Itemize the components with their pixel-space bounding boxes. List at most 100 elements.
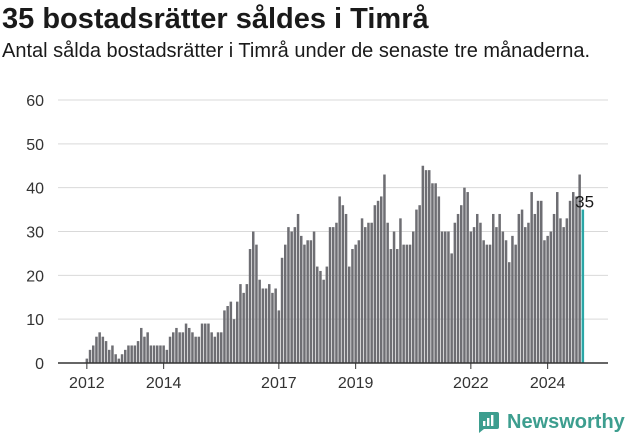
bar (280, 257, 284, 363)
bar (258, 279, 261, 363)
bar (568, 200, 572, 363)
bar (229, 301, 233, 363)
bar (239, 284, 242, 363)
bar (127, 345, 130, 363)
bar (485, 244, 489, 363)
bar (191, 332, 194, 363)
bar (341, 205, 345, 363)
bar (383, 174, 386, 363)
brand-name: Newsworthy (507, 410, 625, 433)
bar (316, 266, 319, 363)
highlighted-bar (581, 209, 585, 363)
bar (242, 292, 245, 363)
bar (300, 235, 303, 363)
bar (572, 192, 575, 363)
bar (514, 244, 517, 363)
bar (156, 345, 159, 363)
bar (556, 192, 559, 363)
bar (549, 231, 553, 363)
bar (111, 345, 114, 363)
bar (149, 345, 153, 363)
bar (405, 244, 409, 363)
bar (181, 332, 185, 363)
bar (92, 345, 95, 363)
bar (501, 231, 505, 363)
bar (428, 170, 431, 363)
bar (271, 292, 274, 363)
bar (95, 336, 98, 363)
bar (108, 349, 111, 363)
bar (460, 205, 463, 363)
bar (277, 310, 281, 363)
bar (399, 218, 402, 363)
bar (204, 323, 207, 363)
bar (268, 284, 271, 363)
bar (152, 345, 156, 363)
bar (402, 244, 405, 363)
bar (165, 349, 169, 363)
bar (479, 222, 482, 363)
bar (360, 218, 364, 363)
bar (463, 187, 466, 363)
bar (488, 244, 492, 363)
bar (527, 222, 530, 363)
bar (287, 227, 290, 363)
bar (440, 231, 444, 363)
bar (194, 336, 197, 363)
bar (197, 336, 201, 363)
bar (578, 174, 581, 363)
y-tick-label: 50 (26, 137, 44, 154)
bar (354, 244, 357, 363)
bar (325, 266, 329, 363)
x-tick-label: 2019 (338, 375, 374, 392)
y-tick-label: 40 (26, 181, 44, 198)
bar (565, 218, 569, 363)
bar (159, 345, 162, 363)
bar (124, 349, 127, 363)
bar (348, 266, 351, 363)
bar (303, 244, 306, 363)
bar (319, 270, 322, 363)
bar (370, 222, 373, 363)
bar (559, 218, 562, 363)
bar (437, 196, 441, 363)
bar (328, 227, 332, 363)
bar (344, 213, 348, 363)
bar (472, 227, 476, 363)
bar (284, 244, 287, 363)
bar (175, 327, 178, 363)
bar (274, 288, 277, 363)
y-tick-label: 10 (26, 312, 44, 329)
bar (421, 165, 425, 363)
bar (495, 227, 498, 363)
bar (133, 345, 137, 363)
bar (136, 341, 140, 363)
bar (200, 323, 204, 363)
bar (213, 336, 217, 363)
bar (364, 227, 367, 363)
bar (172, 332, 175, 363)
bar (469, 231, 473, 363)
bar (130, 345, 133, 363)
bar (220, 332, 223, 363)
bar (415, 209, 418, 363)
bar (338, 196, 341, 363)
y-tick-label: 60 (26, 93, 44, 110)
brand-logo[interactable]: Newsworthy (476, 408, 625, 436)
bar (562, 227, 565, 363)
bar (511, 235, 514, 363)
bar (88, 349, 92, 363)
bar (104, 341, 108, 363)
chart-title: 35 bostadsrätter såldes i Timrå (2, 3, 429, 35)
highlight-value-label: 35 (575, 193, 594, 212)
x-tick-label: 2024 (530, 375, 566, 392)
bar (536, 200, 540, 363)
bar (530, 192, 533, 363)
bar (223, 310, 226, 363)
y-tick-label: 30 (26, 225, 44, 242)
bar (120, 354, 124, 363)
bar (389, 249, 393, 363)
bar (466, 192, 469, 363)
bar (143, 336, 146, 363)
bar (431, 183, 434, 363)
